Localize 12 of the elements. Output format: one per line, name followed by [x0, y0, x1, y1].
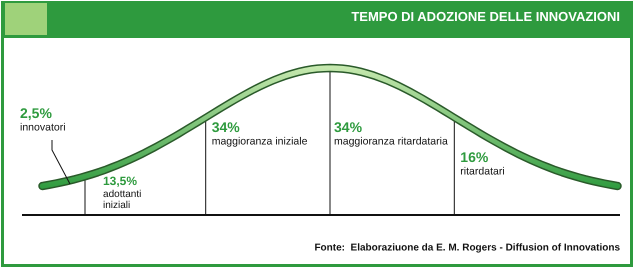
category-label: maggioranza iniziale	[212, 136, 308, 148]
category-label: innovatori	[20, 122, 66, 134]
data-label: 34%	[334, 119, 363, 135]
category-label: adottanti iniziali	[103, 189, 142, 211]
category-label: ritardatari	[460, 166, 505, 178]
data-label: 2,5%	[20, 105, 52, 121]
text: TEMPO DI ADOZIONE DELLE INNOVAZIONI	[351, 9, 620, 24]
category-label: maggioranza ritardataria	[334, 136, 448, 148]
source-note: Fonte: Elaboraziuone da E. M. Rogers - Diffusion of Innovations	[314, 242, 620, 254]
data-label: 13,5%	[103, 174, 138, 188]
data-label: 16%	[460, 149, 489, 165]
data-label: 34%	[212, 119, 240, 135]
